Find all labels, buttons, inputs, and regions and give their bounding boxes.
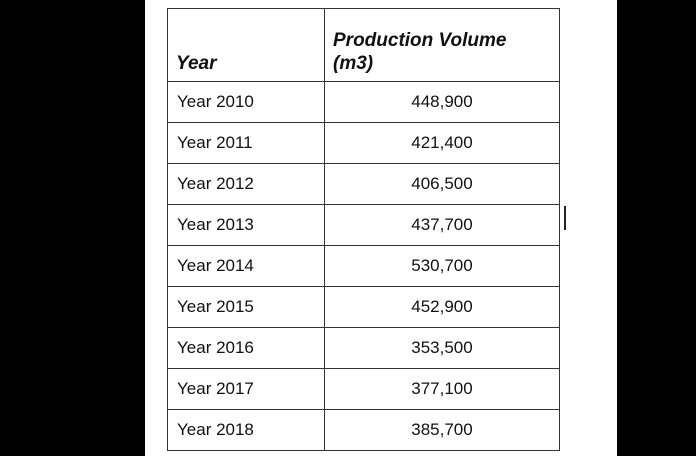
- year-cell: Year 2010: [167, 81, 325, 123]
- year-cell: Year 2014: [167, 245, 325, 287]
- year-cell: Year 2015: [167, 286, 325, 328]
- volume-header-line2: (m3): [333, 53, 374, 74]
- volume-column-header: Production Volume (m3): [324, 8, 560, 82]
- production-table: Year Production Volume (m3) Year 2010 44…: [167, 8, 560, 451]
- volume-cell: 448,900: [324, 81, 560, 123]
- volume-cell: 421,400: [324, 122, 560, 164]
- table-row: Year 2011 421,400: [167, 122, 560, 164]
- table-row: Year 2018 385,700: [167, 409, 560, 451]
- table-row: Year 2017 377,100: [167, 368, 560, 410]
- header-row: Year Production Volume (m3): [167, 8, 560, 82]
- year-cell: Year 2011: [167, 122, 325, 164]
- year-cell: Year 2018: [167, 409, 325, 451]
- table-row: Year 2015 452,900: [167, 286, 560, 328]
- volume-cell: 377,100: [324, 368, 560, 410]
- table-row: Year 2012 406,500: [167, 163, 560, 205]
- volume-cell: 406,500: [324, 163, 560, 205]
- volume-cell: 452,900: [324, 286, 560, 328]
- volume-header-line1: Production Volume: [333, 30, 507, 51]
- year-cell: Year 2012: [167, 163, 325, 205]
- table-row: Year 2013 437,700: [167, 204, 560, 246]
- table-row: Year 2010 448,900: [167, 81, 560, 123]
- table-row: Year 2016 353,500: [167, 327, 560, 369]
- year-cell: Year 2013: [167, 204, 325, 246]
- year-column-header: Year: [167, 8, 325, 82]
- volume-cell: 437,700: [324, 204, 560, 246]
- text-cursor: [564, 206, 566, 230]
- year-cell: Year 2016: [167, 327, 325, 369]
- volume-cell: 385,700: [324, 409, 560, 451]
- year-header-label: Year: [176, 53, 217, 74]
- year-cell: Year 2017: [167, 368, 325, 410]
- volume-cell: 353,500: [324, 327, 560, 369]
- volume-cell: 530,700: [324, 245, 560, 287]
- table-row: Year 2014 530,700: [167, 245, 560, 287]
